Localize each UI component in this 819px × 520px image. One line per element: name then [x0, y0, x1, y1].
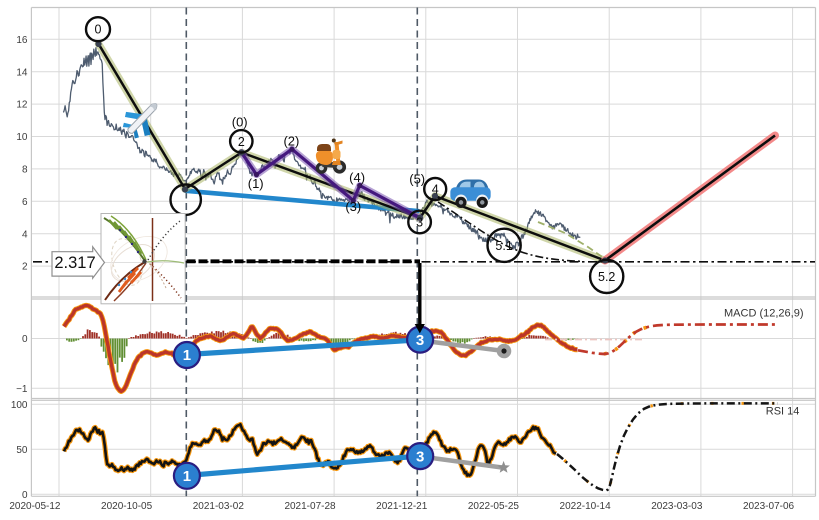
svg-text:5.1: 5.1: [495, 239, 512, 253]
svg-text:100: 100: [11, 400, 28, 411]
svg-text:0: 0: [22, 334, 28, 345]
svg-text:(1): (1): [248, 176, 264, 191]
svg-text:2023-07-06: 2023-07-06: [743, 501, 795, 512]
svg-text:2: 2: [22, 262, 28, 273]
svg-text:(2): (2): [283, 133, 299, 148]
svg-text:3: 3: [416, 448, 424, 465]
svg-text:14: 14: [16, 67, 28, 78]
svg-text:16: 16: [16, 35, 28, 46]
svg-text:0: 0: [95, 23, 102, 37]
svg-text:8: 8: [22, 165, 28, 176]
svg-text:2023-03-03: 2023-03-03: [651, 501, 703, 512]
svg-text:2021-03-02: 2021-03-02: [193, 501, 245, 512]
svg-text:2022-05-25: 2022-05-25: [468, 501, 520, 512]
svg-text:(0): (0): [232, 114, 248, 129]
svg-text:4: 4: [22, 229, 28, 240]
svg-text:3: 3: [416, 332, 424, 349]
svg-text:2: 2: [238, 135, 245, 149]
svg-text:50: 50: [16, 445, 28, 456]
svg-text:2022-10-14: 2022-10-14: [560, 501, 612, 512]
svg-text:(5): (5): [409, 171, 425, 186]
svg-text:0: 0: [22, 490, 28, 501]
svg-text:5.2: 5.2: [598, 270, 615, 284]
svg-text:(3): (3): [345, 199, 361, 214]
svg-text:2020-05-12: 2020-05-12: [9, 501, 61, 512]
svg-text:−1: −1: [16, 384, 28, 395]
svg-text:3: 3: [416, 216, 423, 230]
svg-text:MACD (12,26,9): MACD (12,26,9): [724, 308, 803, 320]
svg-text:1: 1: [183, 468, 191, 485]
svg-text:1: 1: [183, 347, 191, 364]
svg-text:10: 10: [16, 132, 28, 143]
svg-text:2021-07-28: 2021-07-28: [284, 501, 336, 512]
svg-text:(4): (4): [349, 170, 365, 185]
svg-text:2020-10-05: 2020-10-05: [101, 501, 153, 512]
svg-text:4: 4: [432, 183, 439, 197]
svg-text:2.317: 2.317: [54, 254, 95, 272]
svg-text:RSI 14: RSI 14: [766, 405, 800, 417]
svg-text:2021-12-21: 2021-12-21: [376, 501, 428, 512]
svg-text:6: 6: [22, 197, 28, 208]
svg-text:12: 12: [16, 100, 28, 111]
